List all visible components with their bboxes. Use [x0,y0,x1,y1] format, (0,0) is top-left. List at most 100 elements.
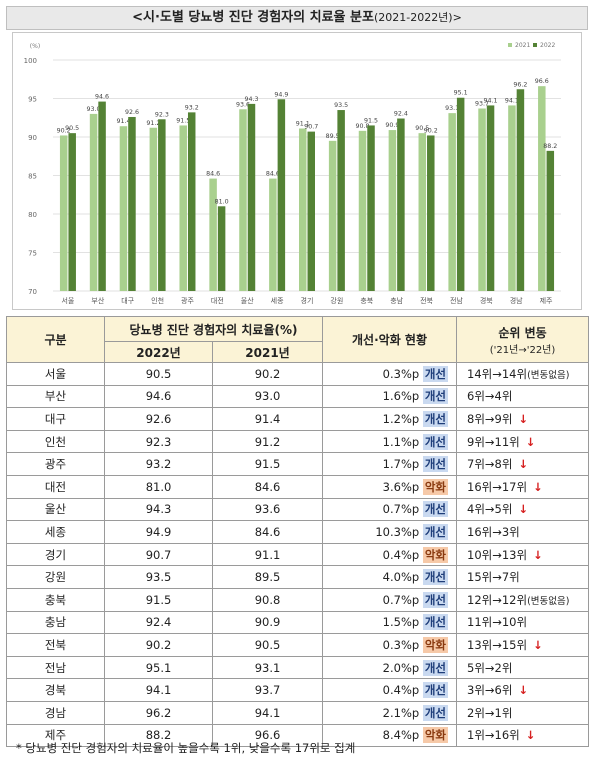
cell-2022: 93.2 [104,452,213,476]
change-value: 4.0%p [382,570,423,585]
bar-value-label: 91.5 [364,117,378,124]
change-value: 0.7%p [382,592,423,607]
x-tick-label: 부산 [91,296,104,305]
bar-2021 [328,140,337,291]
bar-2021 [478,108,486,291]
bar-value-label: 93.5 [334,102,348,109]
cell-2022: 94.3 [104,497,213,522]
x-tick-label: 충남 [390,296,403,305]
cell-status: 3.6%p 악화 [322,474,458,499]
x-tick-label: 전북 [420,296,433,305]
bar-value-label: 90.2 [57,127,71,134]
legend-swatch-2021 [508,43,512,47]
bar-chart: 70 75 80 85 90 95 100 (%) 2021 2022 90.2 90.5 서울 93.0… [12,32,582,310]
bar-value-label: 90.5 [415,125,429,132]
cell-rank: 12위→12위(변동없음) [456,587,590,612]
cell-2021: 90.2 [211,362,324,386]
rank-change: 7위→8위 [467,457,513,472]
bar-2021 [89,113,98,292]
bar-value-label: 90.9 [385,122,399,129]
change-value: 2.0%p [382,660,423,675]
cell-region: 대전 [6,474,105,499]
rank-change: 10위→13위 [467,547,528,562]
cell-region: 세종 [6,520,105,544]
cell-region: 강원 [6,565,105,589]
cell-region: 광주 [6,452,105,476]
rank-change: 9위→11위 [467,434,520,449]
cell-2022: 91.5 [104,587,213,612]
cell-rank: 4위→5위 ↓ [456,497,590,522]
status-improved-badge: 개선 [422,569,449,586]
rank-change: 16위→17위 [467,479,528,494]
cell-status: 0.3%p 악화 [322,633,458,657]
bar-value-label: 90.8 [355,123,369,130]
change-value: 1.2%p [382,411,423,426]
change-value: 1.6%p [382,389,423,404]
header-rank: 순위 변동 ('21년→'22년) [456,316,590,363]
bar-value-label: 94.6 [95,94,109,101]
cell-rank: 16위→3위 [456,520,590,544]
bar-2022 [337,110,345,291]
cell-region: 경기 [6,542,105,567]
x-tick-label: 대구 [121,297,134,305]
y-tick-label: 80 [28,211,37,219]
rank-change: 4위→5위 [467,502,513,517]
header-status: 개선·악화 현황 [322,316,458,363]
cell-2022: 92.6 [104,407,213,431]
bar-2021 [388,130,397,291]
cell-rank: 10위→13위 ↓ [456,542,590,567]
bar-2022 [68,133,76,291]
change-value: 0.4%p [382,547,423,562]
bar-value-label: 93.1 [445,105,459,112]
bar-2022 [187,112,196,291]
bar-2021 [59,135,68,291]
x-tick-label: 대전 [211,296,224,305]
y-tick-label: 100 [24,57,37,65]
change-value: 1.1%p [382,434,423,449]
cell-status: 1.7%p 개선 [322,452,458,476]
status-improved-badge: 개선 [422,410,449,427]
bar-value-label: 95.1 [454,90,468,97]
y-tick-label: 70 [28,288,37,296]
y-axis-unit: (%) [30,43,40,50]
status-improved-badge: 개선 [422,591,449,608]
change-value: 8.4%p [382,728,423,743]
cell-2022: 90.5 [104,362,213,386]
rank-change: 15위→7위 [467,570,520,585]
rank-note: (변동없음) [527,369,570,381]
bar-2021 [538,86,546,292]
cell-status: 10.3%p 개선 [322,520,458,544]
header-rank-sub: ('21년→'22년) [489,344,556,356]
rank-change: 3위→6위 [467,683,513,698]
cell-region: 울산 [6,497,105,522]
cell-2021: 91.4 [211,407,324,431]
chart-title: <시·도별 당뇨병 진단 경험자의 치료율 분포 [132,10,374,25]
change-value: 3.6%p [382,479,423,494]
header-2021: 2021년 [211,341,324,363]
change-value: 1.5%p [382,615,423,630]
cell-2021: 91.1 [211,542,324,567]
cell-2021: 93.7 [211,678,324,702]
cell-region: 전남 [6,655,105,680]
cell-status: 0.4%p 악화 [322,542,458,567]
rank-change: 14위→14위 [467,366,528,381]
cell-2022: 81.0 [104,474,213,499]
y-tick-label: 95 [28,96,37,104]
cell-rank: 6위→4위 [456,384,590,409]
x-tick-label: 울산 [241,296,254,305]
bar-2022 [98,101,106,291]
cell-rank: 16위→17위 ↓ [456,474,590,499]
x-tick-label: 세종 [271,296,284,305]
cell-2021: 90.9 [211,610,324,635]
change-value: 10.3%p [375,524,423,539]
x-tick-label: 인천 [151,296,164,305]
cell-2022: 95.1 [104,655,213,680]
bar-value-label: 89.5 [326,133,340,140]
cell-2021: 96.6 [211,723,324,748]
bar-2022 [277,99,286,292]
cell-region: 충남 [6,610,105,635]
cell-2022: 94.6 [104,384,213,409]
table-row: 대구 92.6 91.4 1.2%p 개선 8위→9위 ↓ [6,407,590,431]
cell-2022: 88.2 [104,723,213,748]
